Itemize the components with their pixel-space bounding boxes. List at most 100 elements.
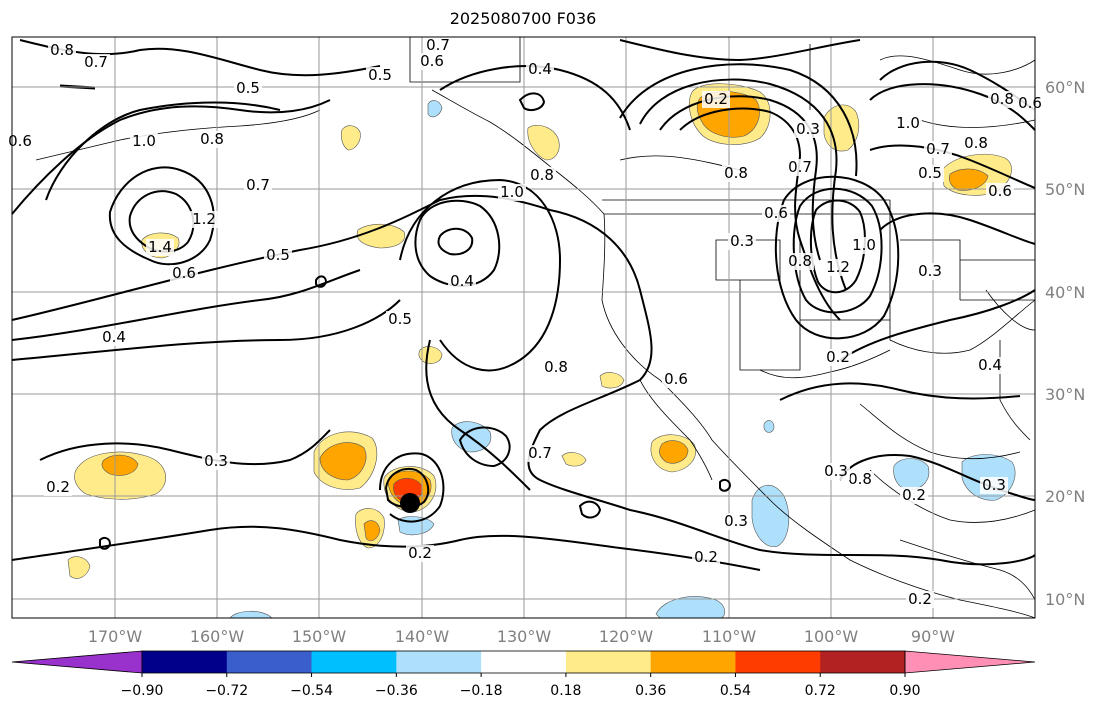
contour-label: 0.4 [450,272,474,290]
contour-label: 0.2 [908,590,932,608]
contour-label-background [924,141,952,158]
contour-label: 0.3 [204,452,228,470]
latitude-labels: 60°N 50°N 40°N 30°N 20°N 10°N [1045,78,1085,609]
contour-label-background [916,263,944,280]
contour-label: 0.6 [664,370,688,388]
graticule [12,37,1035,618]
contour-label: 0.2 [46,478,70,496]
contour-label-background [6,133,34,150]
lon-label-130w: 130°W [497,627,552,646]
contour-label-background [190,211,218,228]
lat-label-60n: 60°N [1045,78,1085,97]
contour-label: 0.6 [1018,94,1042,112]
contour-label: 0.7 [528,444,552,462]
colorbar-tick-label: −0.36 [375,683,418,699]
contour-label: 0.6 [764,204,788,222]
contour-label-background [786,159,814,176]
contour-label-background [82,54,110,71]
map-frame [11,36,1036,619]
contour-label: 0.8 [724,164,748,182]
contour-label-background [988,91,1016,108]
colorbar-tick-label: −0.54 [290,683,333,699]
contour-label: 0.8 [848,470,872,488]
storm-center-marker [400,493,420,513]
colorbar-segment [311,651,397,673]
contour-label: 0.8 [544,358,568,376]
lon-label-90w: 90°W [911,627,955,646]
contour-label-background [366,67,394,84]
contour-label-background [794,121,822,138]
colorbar-tick-label: 0.90 [889,683,920,699]
map-title: 2025080700 F036 [449,9,597,28]
contour-labels: 0.8 0.7 0.5 0.5 0.6 0.8 1.0 1.4 1.2 0.7 0.6 0.5 0.4 0… [6,36,1044,608]
colorbar-segment [735,651,821,673]
contour-label: 0.6 [420,52,444,70]
contour-label-background [702,91,730,108]
contour-label-background [786,253,814,270]
contour-label: 0.5 [918,164,942,182]
contour-label-background [130,133,158,150]
positive-anomaly-area [101,454,139,476]
colorbar-tick-label: −0.18 [460,683,503,699]
contour-label: 0.7 [788,158,812,176]
contour-label: 0.3 [824,462,848,480]
colorbar-segment [565,651,652,673]
contour-label: 1.0 [132,132,156,150]
contour-label-background [48,42,76,59]
contour-label: 0.5 [266,246,290,264]
contour-label-background [146,239,174,256]
contour-label: 1.2 [826,258,850,276]
negative-anomaly-area [427,100,443,118]
positive-anomaly-area [67,556,91,579]
positive-anomaly-area [599,372,625,389]
contour-label: 0.8 [788,252,812,270]
contour-label: 0.8 [200,130,224,148]
contour-label: 0.8 [50,41,74,59]
colorbar-tick-label: 0.18 [550,683,581,699]
contour-label-background [498,184,526,201]
contour-label-background [448,273,476,290]
contour-label: 0.7 [84,53,108,71]
contour-label: 0.4 [102,328,126,346]
contour-label-background [722,513,750,530]
colorbar-segment [142,651,228,673]
contour-label: 0.4 [978,356,1002,374]
contour-label-background [850,237,878,254]
positive-anomaly-area [561,452,587,467]
contour-label-background [824,259,852,276]
contour-label: 0.2 [902,486,926,504]
negative-anomaly-area [893,458,930,491]
contour-label-background [822,463,850,480]
contour-label: 0.2 [408,544,432,562]
contour-label-background [980,477,1008,494]
positive-anomaly-area [340,125,361,151]
lat-label-50n: 50°N [1045,180,1085,199]
positive-anomaly-area [948,168,989,191]
lat-label-40n: 40°N [1045,283,1085,302]
contour-label: 0.5 [388,310,412,328]
contour-label: 0.3 [918,262,942,280]
colorbar-extend-high [904,650,1036,674]
contour-label: 1.0 [896,114,920,132]
lat-label-20n: 20°N [1045,487,1085,506]
colorbar-tick-label: −0.90 [121,683,164,699]
negative-anomaly-area [751,484,790,547]
contour-label: 0.7 [246,176,270,194]
contour-label: 0.8 [964,134,988,152]
contour-label: 0.7 [926,140,950,158]
contour-label: 0.3 [796,120,820,138]
contour-label: 0.2 [694,548,718,566]
contour-label: 1.4 [148,238,172,256]
contour-label-background [722,165,750,182]
contour-label: 0.5 [236,79,260,97]
positive-anomaly-area [356,223,406,249]
contour-label-background [528,167,556,184]
lon-label-160w: 160°W [190,627,245,646]
contour-label: 1.2 [192,210,216,228]
positive-anomaly-area [527,125,560,161]
contour-label-background [962,135,990,152]
positive-anomaly-area [659,440,689,464]
longitude-labels: 170°W 160°W 150°W 140°W 130°W 120°W 110°… [88,627,955,646]
contour-label-background [202,453,230,470]
contour-label: 0.3 [724,512,748,530]
